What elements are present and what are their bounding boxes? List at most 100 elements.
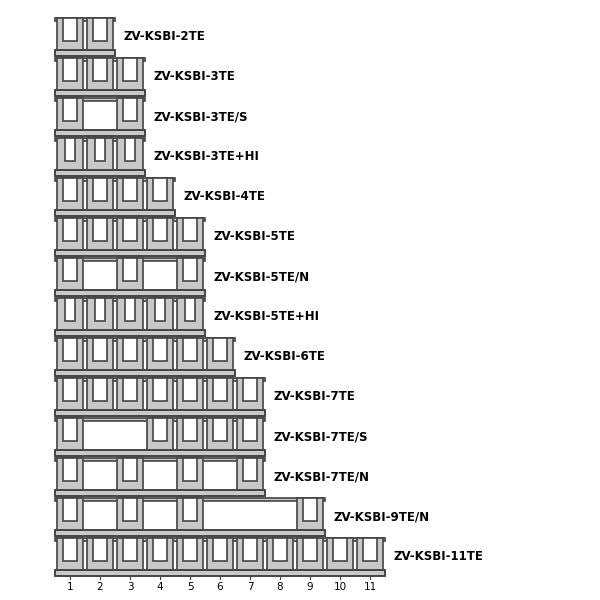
- Bar: [93, 378, 107, 401]
- Bar: [55, 90, 145, 96]
- Text: 1: 1: [67, 582, 73, 592]
- Bar: [207, 418, 233, 450]
- Bar: [55, 210, 175, 216]
- Bar: [93, 18, 107, 41]
- Bar: [63, 258, 77, 281]
- Bar: [57, 378, 83, 410]
- Bar: [147, 178, 173, 210]
- Bar: [55, 210, 175, 216]
- Text: ZV-KSBI-3TE+HI: ZV-KSBI-3TE+HI: [153, 151, 259, 163]
- Bar: [273, 538, 287, 561]
- Text: ZV-KSBI-11TE: ZV-KSBI-11TE: [393, 551, 483, 563]
- Bar: [213, 418, 227, 441]
- Bar: [177, 298, 203, 330]
- Bar: [55, 258, 205, 261]
- Bar: [117, 58, 143, 90]
- Bar: [57, 298, 83, 330]
- Bar: [55, 290, 205, 296]
- Bar: [213, 338, 227, 361]
- Bar: [153, 418, 167, 441]
- Bar: [243, 418, 257, 441]
- Bar: [55, 418, 265, 421]
- Bar: [153, 378, 167, 401]
- Bar: [95, 138, 105, 161]
- Bar: [297, 498, 323, 530]
- Bar: [123, 178, 137, 201]
- Bar: [55, 570, 385, 576]
- Bar: [303, 538, 317, 561]
- Bar: [55, 370, 235, 376]
- Bar: [65, 298, 75, 321]
- Bar: [237, 538, 263, 570]
- Bar: [55, 298, 205, 301]
- Bar: [55, 250, 205, 256]
- Bar: [87, 298, 113, 330]
- Text: ZV-KSBI-5TE+HI: ZV-KSBI-5TE+HI: [213, 311, 319, 323]
- Bar: [57, 418, 83, 450]
- Bar: [123, 258, 137, 281]
- Bar: [63, 378, 77, 401]
- Bar: [57, 538, 83, 570]
- Bar: [177, 458, 203, 490]
- Bar: [147, 378, 173, 410]
- Bar: [55, 170, 145, 176]
- Bar: [117, 378, 143, 410]
- Bar: [183, 218, 197, 241]
- Bar: [93, 538, 107, 561]
- Bar: [55, 570, 385, 576]
- Bar: [57, 138, 83, 170]
- Bar: [55, 330, 205, 336]
- Bar: [55, 378, 265, 381]
- Text: 3: 3: [127, 582, 133, 592]
- Bar: [55, 410, 265, 416]
- Bar: [183, 258, 197, 281]
- Text: 2: 2: [97, 582, 103, 592]
- Bar: [123, 218, 137, 241]
- Bar: [183, 458, 197, 481]
- Bar: [87, 138, 113, 170]
- Bar: [65, 138, 75, 161]
- Bar: [63, 18, 77, 41]
- Bar: [117, 138, 143, 170]
- Bar: [207, 538, 233, 570]
- Text: 9: 9: [307, 582, 313, 592]
- Text: ZV-KSBI-7TE: ZV-KSBI-7TE: [273, 391, 355, 403]
- Bar: [55, 530, 325, 536]
- Bar: [55, 250, 205, 256]
- Bar: [123, 378, 137, 401]
- Bar: [147, 218, 173, 250]
- Bar: [183, 418, 197, 441]
- Bar: [237, 458, 263, 490]
- Bar: [117, 538, 143, 570]
- Bar: [123, 98, 137, 121]
- Text: 7: 7: [247, 582, 253, 592]
- Bar: [153, 538, 167, 561]
- Text: 4: 4: [157, 582, 163, 592]
- Bar: [117, 98, 143, 130]
- Text: 5: 5: [187, 582, 193, 592]
- Text: ZV-KSBI-2TE: ZV-KSBI-2TE: [123, 31, 205, 43]
- Bar: [267, 538, 293, 570]
- Bar: [183, 498, 197, 521]
- Bar: [123, 58, 137, 81]
- Bar: [117, 458, 143, 490]
- Bar: [55, 18, 115, 21]
- Bar: [57, 258, 83, 290]
- Bar: [63, 338, 77, 361]
- Bar: [63, 538, 77, 561]
- Bar: [153, 178, 167, 201]
- Bar: [55, 490, 265, 496]
- Bar: [327, 538, 353, 570]
- Bar: [147, 538, 173, 570]
- Bar: [125, 138, 135, 161]
- Bar: [55, 458, 265, 461]
- Bar: [177, 418, 203, 450]
- Bar: [117, 178, 143, 210]
- Text: ZV-KSBI-7TE/N: ZV-KSBI-7TE/N: [273, 470, 369, 484]
- Bar: [55, 410, 265, 416]
- Bar: [207, 338, 233, 370]
- Bar: [55, 130, 145, 136]
- Bar: [183, 538, 197, 561]
- Bar: [55, 138, 145, 141]
- Bar: [55, 330, 205, 336]
